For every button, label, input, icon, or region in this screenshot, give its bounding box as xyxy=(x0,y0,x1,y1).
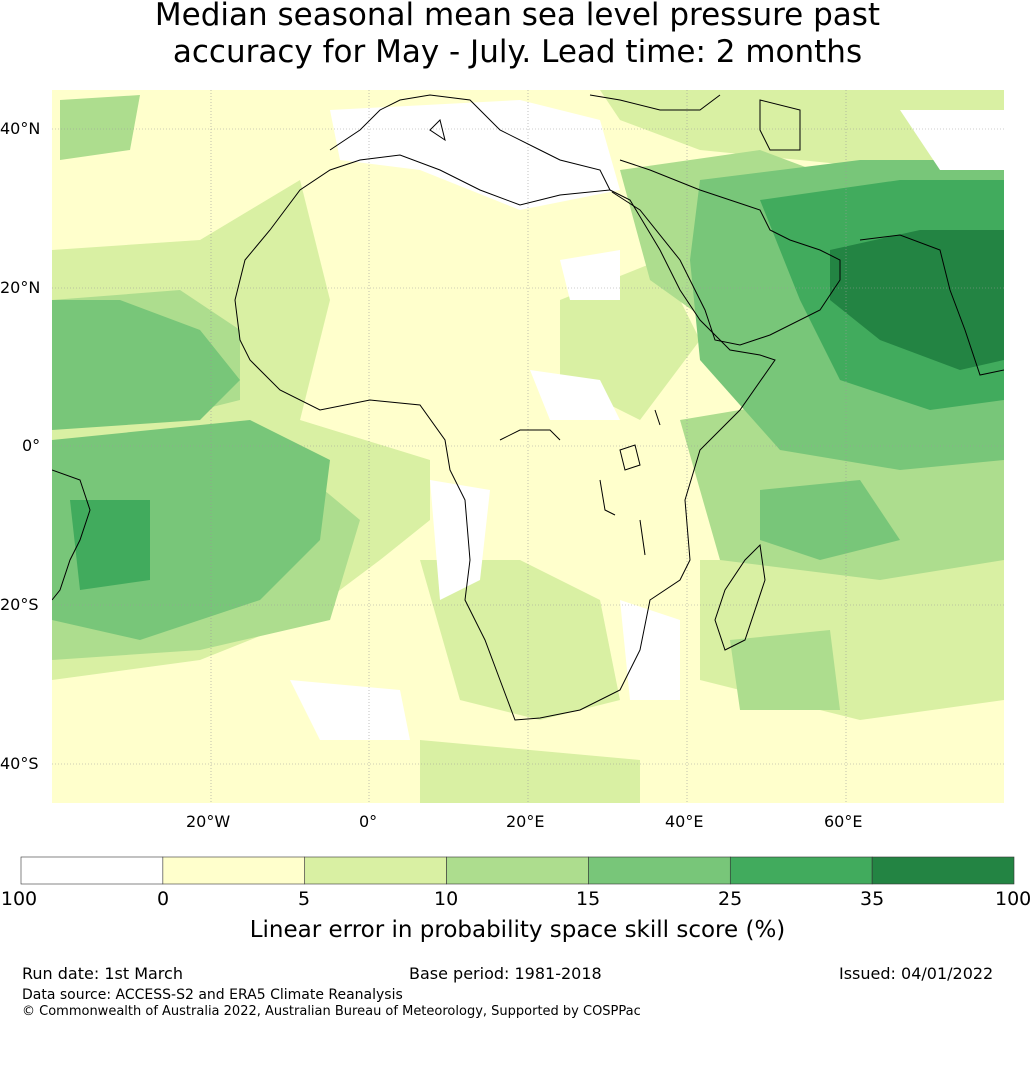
colorbar-segment xyxy=(162,856,306,885)
colorbar-segment xyxy=(729,856,873,885)
chart-title-line-2: accuracy for May - July. Lead time: 2 mo… xyxy=(172,34,863,70)
colorbar-segment xyxy=(871,856,1015,885)
lon-label-60e: 60°E xyxy=(824,812,863,831)
lat-label-40s: 40°S xyxy=(0,754,39,773)
colorbar xyxy=(20,856,1015,885)
colorbar-segment xyxy=(20,856,164,885)
colorbar-segment xyxy=(446,856,589,885)
lat-label-20s: 20°S xyxy=(0,595,39,614)
lat-label-20n: 20°N xyxy=(0,278,41,297)
colorbar-tick-label: 100 xyxy=(995,888,1032,910)
data-source: Data source: ACCESS-S2 and ERA5 Climate … xyxy=(22,987,403,1003)
issued-date: Issued: 04/01/2022 xyxy=(839,964,994,983)
colorbar-segment xyxy=(304,856,447,885)
colorbar-tick-label: 5 xyxy=(298,888,311,910)
run-date: Run date: 1st March xyxy=(22,964,183,983)
chart-title-line-1: Median seasonal mean sea level pressure … xyxy=(154,0,881,33)
copyright-notice: © Commonwealth of Australia 2022, Austra… xyxy=(22,1004,641,1019)
colorbar-tick-label: 25 xyxy=(718,888,743,910)
lon-label-40e: 40°E xyxy=(665,812,704,831)
lat-label-40n: 40°N xyxy=(0,119,41,138)
lat-label-0: 0° xyxy=(22,436,41,455)
colorbar-segment xyxy=(588,856,731,885)
coastlines xyxy=(52,94,1004,721)
map-gridlines xyxy=(52,90,1004,803)
colorbar-tick-label: 0 xyxy=(157,888,170,910)
colorbar-tick-label: 10 xyxy=(434,888,459,910)
lon-label-20e: 20°E xyxy=(506,812,545,831)
colorbar-tick-label: 35 xyxy=(860,888,885,910)
base-period: Base period: 1981-2018 xyxy=(409,964,602,983)
colorbar-tick-label: 15 xyxy=(576,888,601,910)
skill-region-negative xyxy=(290,100,1004,740)
skill-region-35-100 xyxy=(830,230,1004,370)
lon-label-0: 0° xyxy=(359,812,378,831)
colorbar-tick-label: -100 xyxy=(0,888,38,910)
colorbar-title: Linear error in probability space skill … xyxy=(249,917,786,943)
lon-label-20w: 20°W xyxy=(186,812,231,831)
